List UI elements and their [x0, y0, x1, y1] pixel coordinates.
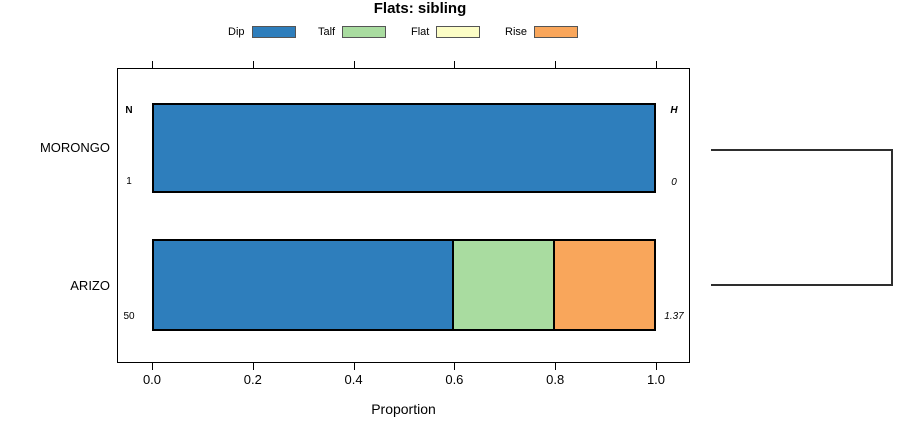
x-axis-tick-label: 0.4	[344, 372, 363, 387]
x-axis-tick-label: 0.2	[243, 372, 262, 387]
x-axis-bottom-tick	[454, 363, 456, 370]
legend-item-talf: Talf	[318, 26, 387, 38]
bracket-right-line	[891, 149, 893, 286]
x-axis-top-tick	[353, 61, 355, 68]
legend-item-dip: Dip	[228, 26, 296, 38]
legend-swatch	[436, 26, 481, 38]
legend-label: Dip	[228, 26, 245, 38]
bar-segment-talf	[451, 241, 553, 329]
x-axis-bottom-tick	[152, 363, 153, 370]
x-axis-bottom-tick	[656, 363, 657, 370]
bracket-top-line	[711, 149, 893, 151]
bracket-bottom-line	[711, 284, 893, 286]
h-value-morongo: 0	[671, 177, 677, 188]
x-axis-title: Proportion	[371, 401, 436, 417]
x-axis-bottom-tick	[555, 363, 557, 370]
x-axis-tick-label: 0.0	[142, 372, 162, 387]
legend-label: Rise	[505, 26, 528, 38]
n-value-morongo: 1	[126, 176, 132, 187]
x-axis-top-tick	[252, 61, 254, 68]
category-label-morongo: MORONGO	[39, 140, 110, 155]
bar-segment-dip	[154, 105, 654, 191]
x-axis-tick-label: 0.8	[546, 372, 565, 387]
x-axis-bottom-tick	[353, 363, 355, 370]
category-label-arizo: ARIZO	[70, 278, 110, 293]
x-axis-top-tick	[454, 61, 456, 68]
x-axis-tick-label: 1.0	[646, 372, 666, 387]
column-header-n: N	[125, 105, 133, 116]
legend-swatch	[342, 26, 387, 38]
bar-segment-dip	[154, 241, 452, 329]
n-value-arizo: 50	[123, 311, 135, 322]
bar-morongo	[152, 103, 656, 193]
bar-segment-rise	[552, 241, 654, 329]
x-axis-top-tick	[656, 61, 657, 68]
legend-item-flat: Flat	[411, 26, 481, 38]
bar-arizo	[152, 239, 656, 331]
x-axis-bottom-tick	[252, 363, 254, 370]
h-value-arizo: 1.37	[664, 311, 684, 322]
column-header-h: H	[670, 105, 678, 116]
legend-swatch	[534, 26, 579, 38]
x-axis-tick-label: 0.6	[445, 372, 464, 387]
legend-item-rise: Rise	[505, 26, 579, 38]
x-axis-top-tick	[152, 61, 153, 68]
legend-swatch	[251, 26, 296, 38]
x-axis-top-tick	[555, 61, 557, 68]
legend-label: Flat	[411, 26, 430, 38]
chart-title: Flats: sibling	[373, 0, 467, 17]
legend-label: Talf	[318, 26, 336, 38]
